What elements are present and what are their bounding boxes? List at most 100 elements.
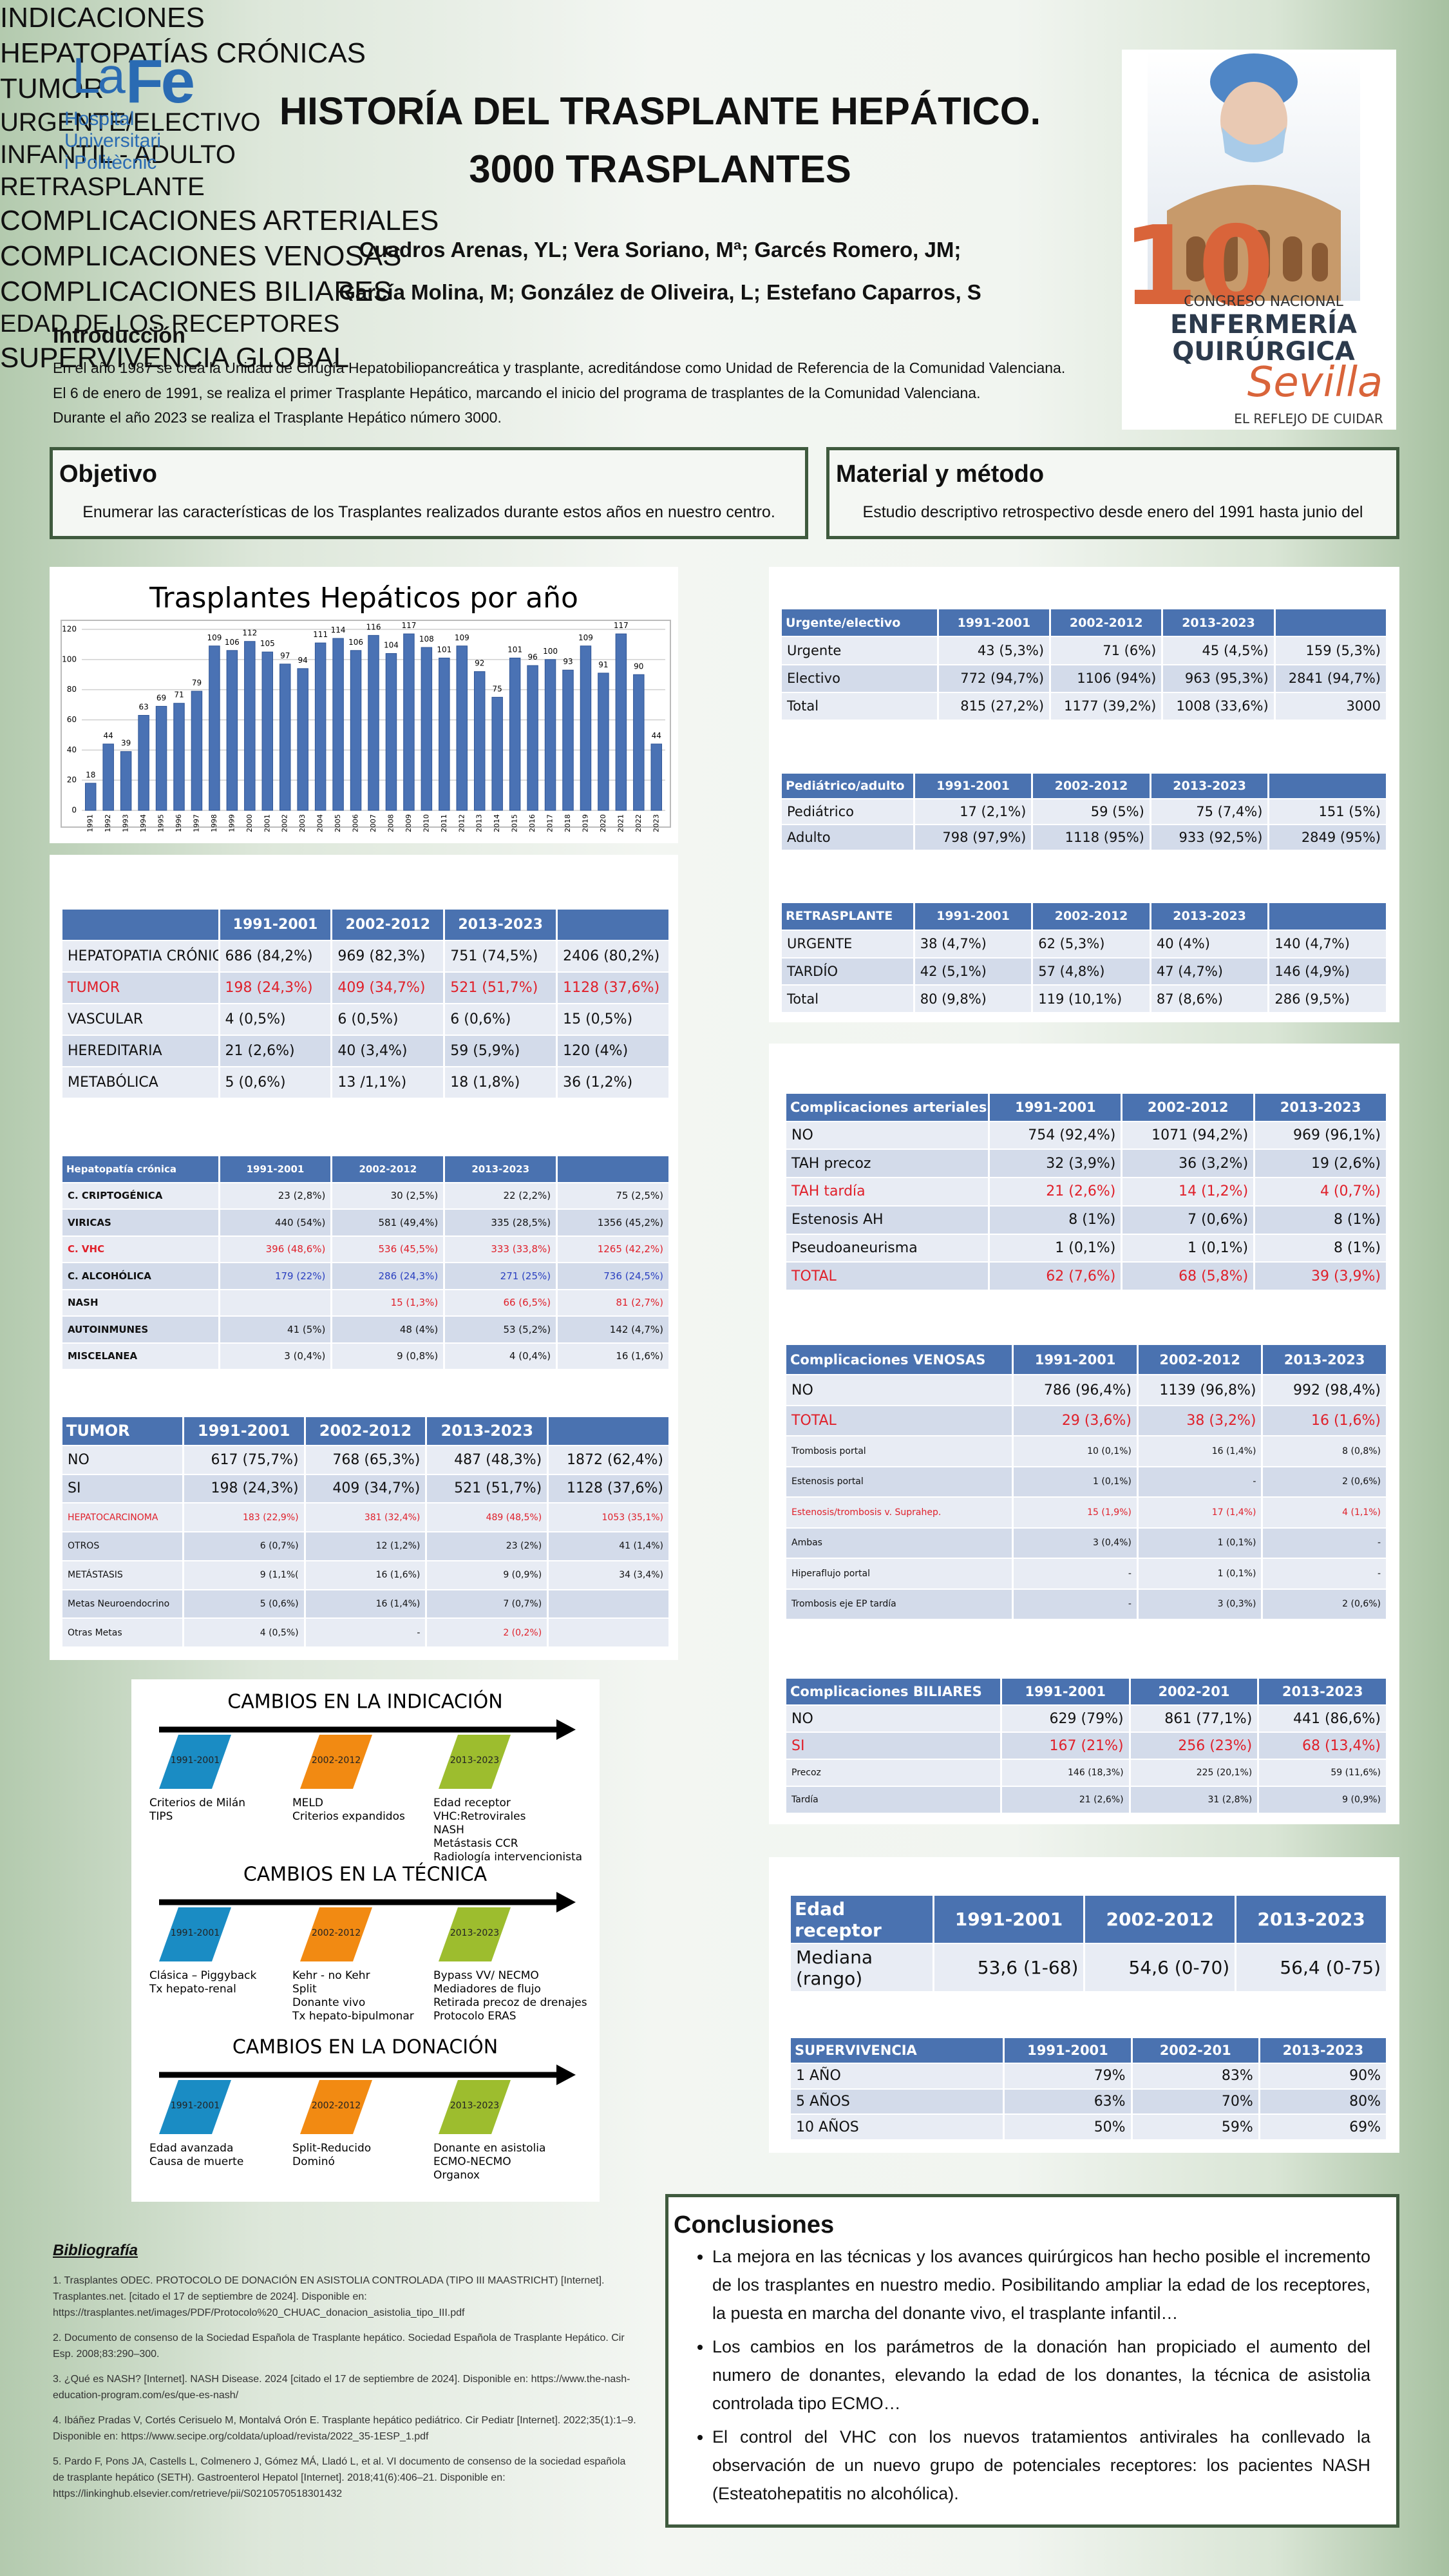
table-cell: 21 (2,6%)	[1001, 1787, 1129, 1813]
intro-paragraph: En el año 1987 se crea la Unidad de Ciru…	[53, 359, 1066, 376]
table-cell	[549, 1590, 668, 1618]
table-cell: 59%	[1132, 2115, 1258, 2139]
table-cell: 9 (0,9%)	[427, 1561, 547, 1589]
value-label: 106	[348, 638, 363, 647]
table-cell: 17 (1,4%)	[1138, 1498, 1262, 1527]
table-cell: 36 (3,2%)	[1122, 1150, 1254, 1178]
corner-header: Edad receptor	[791, 1896, 933, 1943]
table-cell: 8 (1%)	[990, 1206, 1121, 1234]
row-label: Tardía	[786, 1787, 1000, 1813]
table-cell: 146 (18,3%)	[1001, 1760, 1129, 1786]
table-row: MISCELANEA 3 (0,4%) 9 (0,8%) 4 (0,4%) 16 (1,…	[62, 1343, 668, 1369]
table-cell: 15 (1,3%)	[332, 1290, 444, 1315]
column-header: 2002-2012	[1033, 903, 1150, 930]
x-tick-label: 2020	[599, 814, 607, 832]
y-tick-label: 40	[67, 745, 77, 754]
table-cell: 39 (3,9%)	[1255, 1263, 1386, 1290]
header-row: RETRASPLANTE 1991-2001 2002-2012 2013-2023	[782, 903, 1386, 930]
column-header: 2002-2012	[1122, 1094, 1254, 1121]
x-tick-label: 2004	[316, 814, 325, 832]
table-cell: 17 (2,1%)	[914, 799, 1032, 824]
table-cell: 23 (2%)	[427, 1532, 547, 1560]
x-tick-label: 2008	[386, 814, 395, 832]
bar	[491, 696, 503, 811]
table-cell: 686 (84,2%)	[220, 941, 331, 971]
arrow-head	[556, 1719, 576, 1740]
reference: 5. Pardo F, Pons JA, Castells L, Colmene…	[53, 2456, 626, 2499]
column-header: 2002-201	[1130, 1679, 1258, 1704]
row-label: VIRICAS	[62, 1210, 218, 1236]
table-cell: 1128 (37,6%)	[558, 973, 668, 1003]
column-header: 1991-2001	[914, 903, 1032, 930]
table-cell: 19 (2,6%)	[1255, 1150, 1386, 1178]
table-row: TOTAL 62 (7,6%) 68 (5,8%) 39 (3,9%)	[786, 1263, 1386, 1290]
table-cell: 79%	[1005, 2063, 1131, 2088]
column-header: 2013-2023	[445, 910, 556, 940]
table-cell: 3 (0,4%)	[220, 1343, 331, 1369]
x-tick-label: 2000	[245, 814, 254, 832]
value-label: 18	[86, 770, 95, 779]
intro-text: En el año 1987 se crea la Unidad de Ciru…	[53, 356, 1109, 430]
table-cell: 4 (0,7%)	[1255, 1178, 1386, 1205]
note-line: VHC:Retrovirales	[433, 1810, 526, 1823]
corner-header: SUPERVIVENCIA	[791, 2038, 1003, 2063]
table-cell: 68 (13,4%)	[1259, 1733, 1386, 1759]
header-row: Pediátrico/adulto 1991-2001 2002-2012 2013-…	[782, 774, 1386, 798]
cambios-title: CAMBIOS EN LA TÉCNICA	[243, 1863, 488, 1886]
row-label: NO	[62, 1445, 182, 1474]
material-title: Material y método	[836, 461, 1045, 488]
table-cell: 736 (24,5%)	[558, 1263, 668, 1289]
table-row: HEPATOPATIA CRÓNICA 686 (84,2%) 969 (82,3%…	[62, 941, 668, 971]
y-tick-label: 60	[67, 715, 77, 724]
table-cell: 2406 (80,2%)	[558, 941, 668, 971]
table-title: INDICACIONES	[0, 2, 205, 33]
table-row: Adulto 798 (97,9%) 1118 (95%) 933 (92,5%) 28…	[782, 825, 1386, 850]
column-header	[1269, 774, 1386, 798]
y-tick-label: 0	[71, 806, 77, 815]
table-row: NO 786 (96,4%) 1139 (96,8%) 992 (98,4%)	[786, 1375, 1386, 1405]
column-header: 1991-2001	[1014, 1345, 1137, 1375]
row-label: HEPATOPATIA CRÓNICA	[62, 941, 218, 971]
note-line: Edad receptor	[433, 1797, 511, 1809]
table-cell: 396 (48,6%)	[220, 1236, 331, 1262]
table-cell: 29 (3,6%)	[1014, 1406, 1137, 1436]
note-line: MELD	[292, 1797, 323, 1809]
data-table: RETRASPLANTE 1991-2001 2002-2012 2013-2023 U…	[780, 902, 1388, 1013]
note-line: Metástasis CCR	[433, 1837, 518, 1850]
data-table: TUMOR 1991-2001 2002-2012 2013-2023 NO 617 (7…	[61, 1416, 670, 1648]
cambios-diagram: CAMBIOS EN LA INDICACIÓN 1991-2001 2002-20…	[131, 1679, 600, 2202]
x-tick-label: 1994	[139, 814, 147, 832]
table-row: VIRICAS 440 (54%) 581 (49,4%) 335 (28,5%) 13…	[62, 1210, 668, 1236]
row-label: SI	[62, 1474, 182, 1503]
table-cell: 256 (23%)	[1130, 1733, 1258, 1759]
note-line: Dominó	[292, 2155, 335, 2168]
row-label: OTROS	[62, 1532, 182, 1560]
value-label: 97	[280, 651, 290, 660]
table-row: Electivo 772 (94,7%) 1106 (94%) 963 (95,3%)…	[782, 665, 1386, 692]
row-label: METABÓLICA	[62, 1067, 218, 1098]
table-row: Total 80 (9,8%) 119 (10,1%) 87 (8,6%) 286 (9…	[782, 986, 1386, 1012]
value-label: 93	[563, 657, 573, 666]
x-tick-label: 2023	[652, 814, 660, 832]
table-cell: 167 (21%)	[1001, 1733, 1129, 1759]
bar	[562, 669, 574, 811]
column-header	[1269, 903, 1386, 930]
period-label: 2013-2023	[450, 1755, 499, 1766]
table-cell: 1872 (62,4%)	[549, 1445, 668, 1474]
column-header: 2013-2023	[1163, 609, 1274, 636]
table-cell: 1071 (94,2%)	[1122, 1121, 1254, 1149]
table-cell: 198 (24,3%)	[220, 973, 331, 1003]
bar	[297, 668, 308, 811]
x-tick-label: 2016	[528, 814, 536, 832]
table-row: Ambas 3 (0,4%) 1 (0,1%) -	[786, 1528, 1386, 1558]
x-tick-label: 1996	[175, 814, 183, 832]
value-label: 44	[652, 731, 661, 740]
table-cell: 119 (10,1%)	[1033, 986, 1150, 1012]
column-header: 2002-2012	[1033, 774, 1150, 798]
corner-header: Complicaciones VENOSAS	[786, 1345, 1012, 1375]
table-title: COMPLICACIONES ARTERIALES	[0, 205, 439, 236]
table-cell: 798 (97,9%)	[914, 825, 1032, 850]
column-header: 2013-2023	[1255, 1094, 1386, 1121]
table-title: COMPLICACIONES BILIARES	[0, 276, 392, 307]
table-row: Pseudoaneurisma 1 (0,1%) 1 (0,1%) 8 (1%)	[786, 1234, 1386, 1262]
